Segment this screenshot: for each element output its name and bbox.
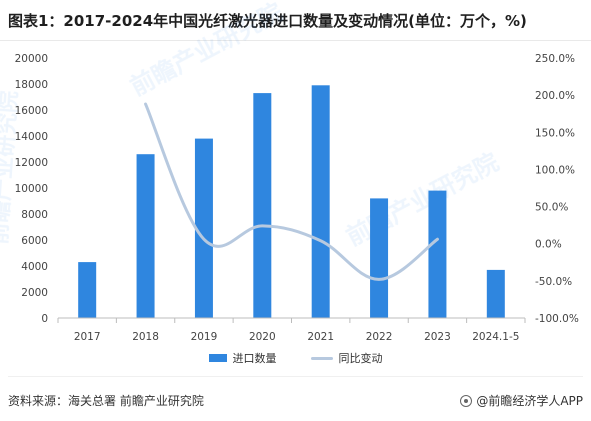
legend-line-swatch — [310, 356, 333, 360]
brand-text: @前瞻经济学人APP — [476, 394, 583, 408]
right-axis-tick-label: 100.0% — [535, 164, 575, 176]
left-axis-tick-label: 10000 — [15, 183, 48, 195]
bar — [136, 154, 155, 318]
bar — [370, 198, 389, 318]
page-title: 图表1：2017-2024年中国光纤激光器进口数量及变动情况(单位：万个，%) — [8, 12, 527, 30]
left-axis-tick-label: 16000 — [15, 105, 48, 117]
bar — [428, 190, 447, 318]
x-axis-tick-label: 2019 — [191, 331, 218, 343]
bars — [78, 85, 505, 318]
left-axis-tick-label: 20000 — [15, 53, 48, 65]
x-axis-tick-label: 2022 — [366, 331, 393, 343]
left-axis-tick-label: 6000 — [21, 235, 48, 247]
left-axis-tick-label: 8000 — [21, 209, 48, 221]
watermarks: 前瞻产业研究院 前瞻产业研究院 前瞻产业研究院 — [0, 0, 503, 251]
footer: 资料来源：海关总署 前瞻产业研究院 @前瞻经济学人APP — [0, 384, 591, 408]
x-axis-tick-label: 2018 — [132, 331, 159, 343]
right-axis-tick-label: -100.0% — [535, 313, 579, 325]
right-axis-tick-label: 50.0% — [535, 202, 568, 214]
x-axis-tick-label: 2024.1-5 — [472, 331, 519, 343]
brand-icon — [460, 394, 473, 407]
source-note: 资料来源：海关总署 前瞻产业研究院 — [8, 392, 204, 409]
left-axis-tick-label: 12000 — [15, 157, 48, 169]
bar — [194, 138, 213, 318]
right-axis-tick-label: 250.0% — [535, 53, 575, 65]
x-axis-tick-label: 2023 — [424, 331, 451, 343]
source-text: 海关总署 前瞻产业研究院 — [68, 394, 204, 408]
bar — [486, 269, 505, 318]
bar — [78, 262, 97, 318]
right-axis: -100.0% -50.0% 0.0% 50.0% 100.0% 150.0% 200.0%… — [535, 53, 579, 325]
watermark-2: 前瞻产业研究院 — [342, 148, 503, 252]
x-axis-tick-label: 2017 — [74, 331, 101, 343]
left-axis-tick-label: 4000 — [21, 261, 48, 273]
legend-item-line: 同比变动 — [310, 350, 383, 366]
legend-line-label: 同比变动 — [338, 352, 383, 365]
left-axis: 0 2000 4000 6000 8000 10000 12000 14000 16000 180… — [15, 53, 48, 325]
legend-bar-label: 进口数量 — [232, 352, 277, 365]
legend-item-bars: 进口数量 — [208, 350, 277, 366]
brand-credit: @前瞻经济学人APP — [460, 392, 583, 409]
right-axis-tick-label: 150.0% — [535, 127, 575, 139]
footer-divider — [8, 376, 583, 377]
left-axis-tick-label: 0 — [41, 313, 48, 325]
right-axis-tick-label: 200.0% — [535, 90, 575, 102]
right-axis-tick-label: 0.0% — [535, 239, 562, 251]
left-axis-tick-label: 14000 — [15, 131, 48, 143]
line-path — [144, 102, 439, 281]
x-axis-tick-label: 2020 — [249, 331, 276, 343]
watermark-1: 前瞻产业研究院 — [126, 0, 287, 101]
x-axis: 2017 2018 2019 2020 2021 2022 2023 2024.1-5 — [57, 317, 526, 343]
bar — [253, 93, 272, 318]
left-axis-tick-label: 18000 — [15, 79, 48, 91]
right-axis-tick-label: -50.0% — [535, 276, 572, 288]
legend: 进口数量 同比变动 — [0, 346, 591, 370]
source-label: 资料来源： — [8, 394, 69, 408]
title-divider — [0, 40, 591, 41]
bar — [311, 85, 330, 318]
line-series — [144, 102, 439, 281]
legend-bar-swatch — [208, 354, 227, 362]
left-axis-tick-label: 2000 — [21, 287, 48, 299]
x-axis-tick-label: 2021 — [307, 331, 334, 343]
